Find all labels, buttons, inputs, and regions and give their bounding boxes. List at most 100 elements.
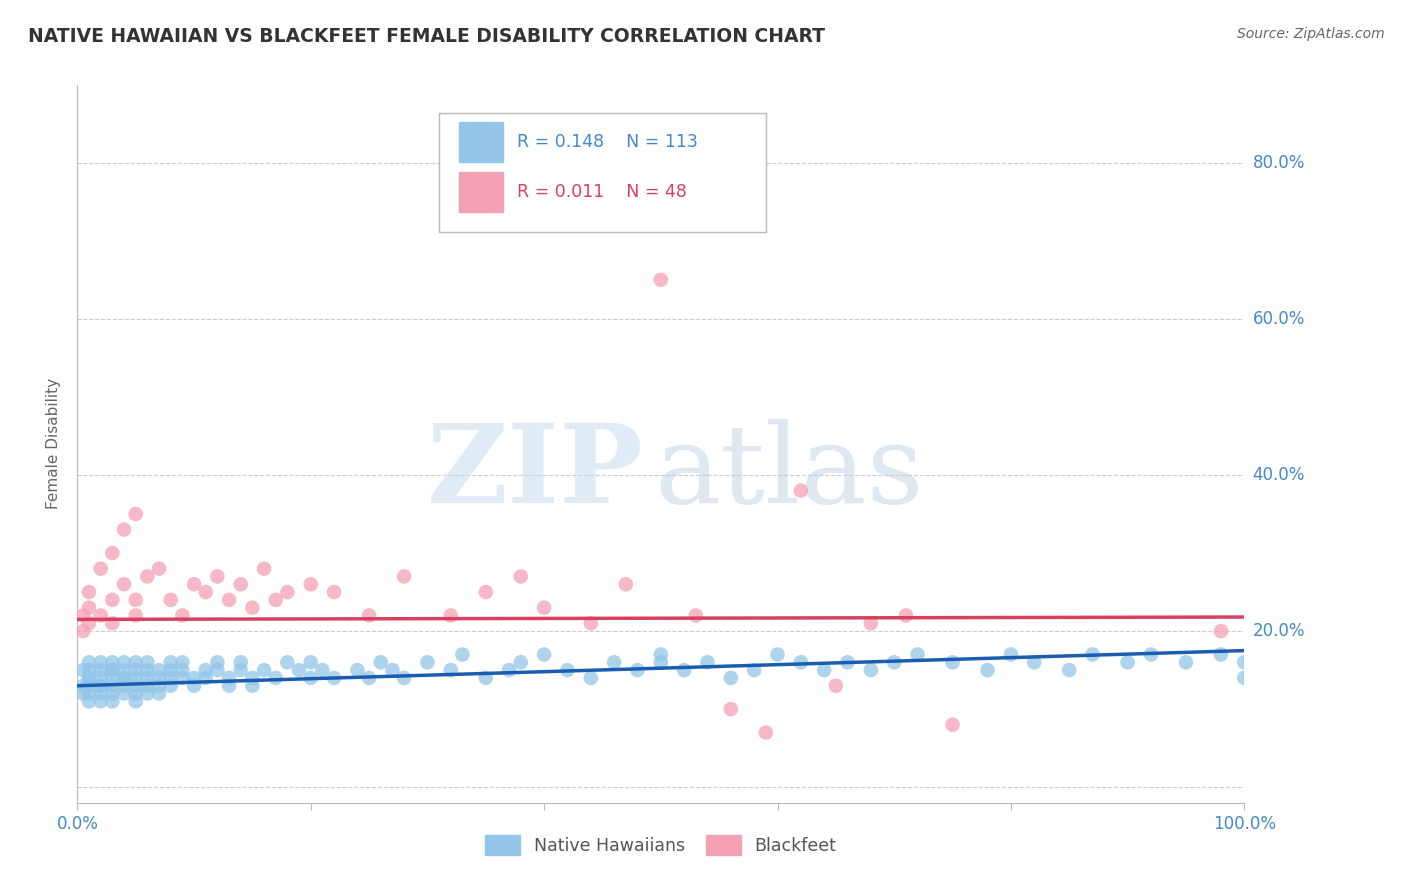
Point — [299, 671, 322, 685]
Point — [509, 569, 531, 583]
Point — [685, 608, 707, 623]
Point — [907, 648, 929, 662]
Point — [183, 679, 205, 693]
Point — [101, 671, 124, 685]
Point — [357, 608, 380, 623]
Bar — [458, 172, 503, 211]
Text: atlas: atlas — [655, 419, 925, 526]
Point — [440, 608, 463, 623]
FancyBboxPatch shape — [439, 113, 766, 232]
Point — [370, 655, 392, 669]
Point — [790, 483, 813, 498]
Point — [77, 663, 100, 677]
Point — [148, 687, 170, 701]
Point — [77, 679, 100, 693]
Point — [813, 663, 835, 677]
Point — [299, 577, 322, 591]
Point — [288, 663, 311, 677]
Point — [101, 592, 124, 607]
Point — [264, 592, 287, 607]
Point — [77, 585, 100, 599]
Text: 20.0%: 20.0% — [1253, 622, 1305, 640]
Point — [124, 663, 148, 677]
Text: R = 0.011    N = 48: R = 0.011 N = 48 — [517, 183, 688, 201]
Point — [1233, 671, 1256, 685]
Point — [579, 616, 602, 631]
Point — [650, 648, 672, 662]
Point — [883, 655, 905, 669]
Point — [194, 663, 217, 677]
Point — [557, 663, 579, 677]
Point — [229, 655, 252, 669]
Point — [509, 655, 531, 669]
Point — [381, 663, 404, 677]
Point — [837, 655, 859, 669]
Point — [650, 655, 672, 669]
Point — [124, 655, 148, 669]
Point — [673, 663, 696, 677]
Point — [894, 608, 917, 623]
Point — [392, 671, 415, 685]
Point — [859, 616, 882, 631]
Point — [626, 663, 648, 677]
Point — [859, 663, 882, 677]
Legend: Native Hawaiians, Blackfeet: Native Hawaiians, Blackfeet — [478, 829, 844, 863]
Bar — [458, 122, 503, 161]
Point — [218, 671, 240, 685]
Point — [124, 507, 148, 521]
Point — [299, 655, 322, 669]
Text: 40.0%: 40.0% — [1253, 466, 1305, 484]
Point — [790, 655, 813, 669]
Point — [136, 655, 159, 669]
Point — [112, 663, 135, 677]
Point — [148, 663, 170, 677]
Point — [148, 671, 170, 685]
Point — [1024, 655, 1046, 669]
Point — [90, 655, 112, 669]
Point — [72, 679, 94, 693]
Point — [72, 624, 94, 639]
Point — [77, 671, 100, 685]
Point — [72, 608, 94, 623]
Point — [650, 273, 672, 287]
Point — [276, 655, 298, 669]
Point — [1057, 663, 1080, 677]
Point — [77, 600, 100, 615]
Text: 60.0%: 60.0% — [1253, 310, 1305, 328]
Point — [323, 585, 346, 599]
Point — [172, 663, 194, 677]
Point — [101, 687, 124, 701]
Point — [242, 600, 264, 615]
Point — [742, 663, 765, 677]
Point — [264, 671, 287, 685]
Point — [77, 694, 100, 708]
Point — [183, 671, 205, 685]
Point — [136, 687, 159, 701]
Point — [533, 648, 555, 662]
Point — [194, 585, 217, 599]
Point — [218, 592, 240, 607]
Point — [172, 655, 194, 669]
Point — [159, 592, 181, 607]
Y-axis label: Female Disability: Female Disability — [46, 378, 62, 509]
Point — [579, 671, 602, 685]
Point — [1000, 648, 1022, 662]
Point — [229, 577, 252, 591]
Point — [124, 679, 148, 693]
Text: Source: ZipAtlas.com: Source: ZipAtlas.com — [1237, 27, 1385, 41]
Point — [1209, 624, 1232, 639]
Text: ZIP: ZIP — [426, 419, 644, 526]
Point — [112, 687, 135, 701]
Point — [1140, 648, 1163, 662]
Point — [942, 717, 965, 731]
Point — [720, 671, 742, 685]
Point — [207, 569, 229, 583]
Text: NATIVE HAWAIIAN VS BLACKFEET FEMALE DISABILITY CORRELATION CHART: NATIVE HAWAIIAN VS BLACKFEET FEMALE DISA… — [28, 27, 825, 45]
Point — [392, 569, 415, 583]
Point — [720, 702, 742, 716]
Point — [124, 592, 148, 607]
Point — [207, 663, 229, 677]
Point — [696, 655, 718, 669]
Point — [207, 655, 229, 669]
Point — [101, 655, 124, 669]
